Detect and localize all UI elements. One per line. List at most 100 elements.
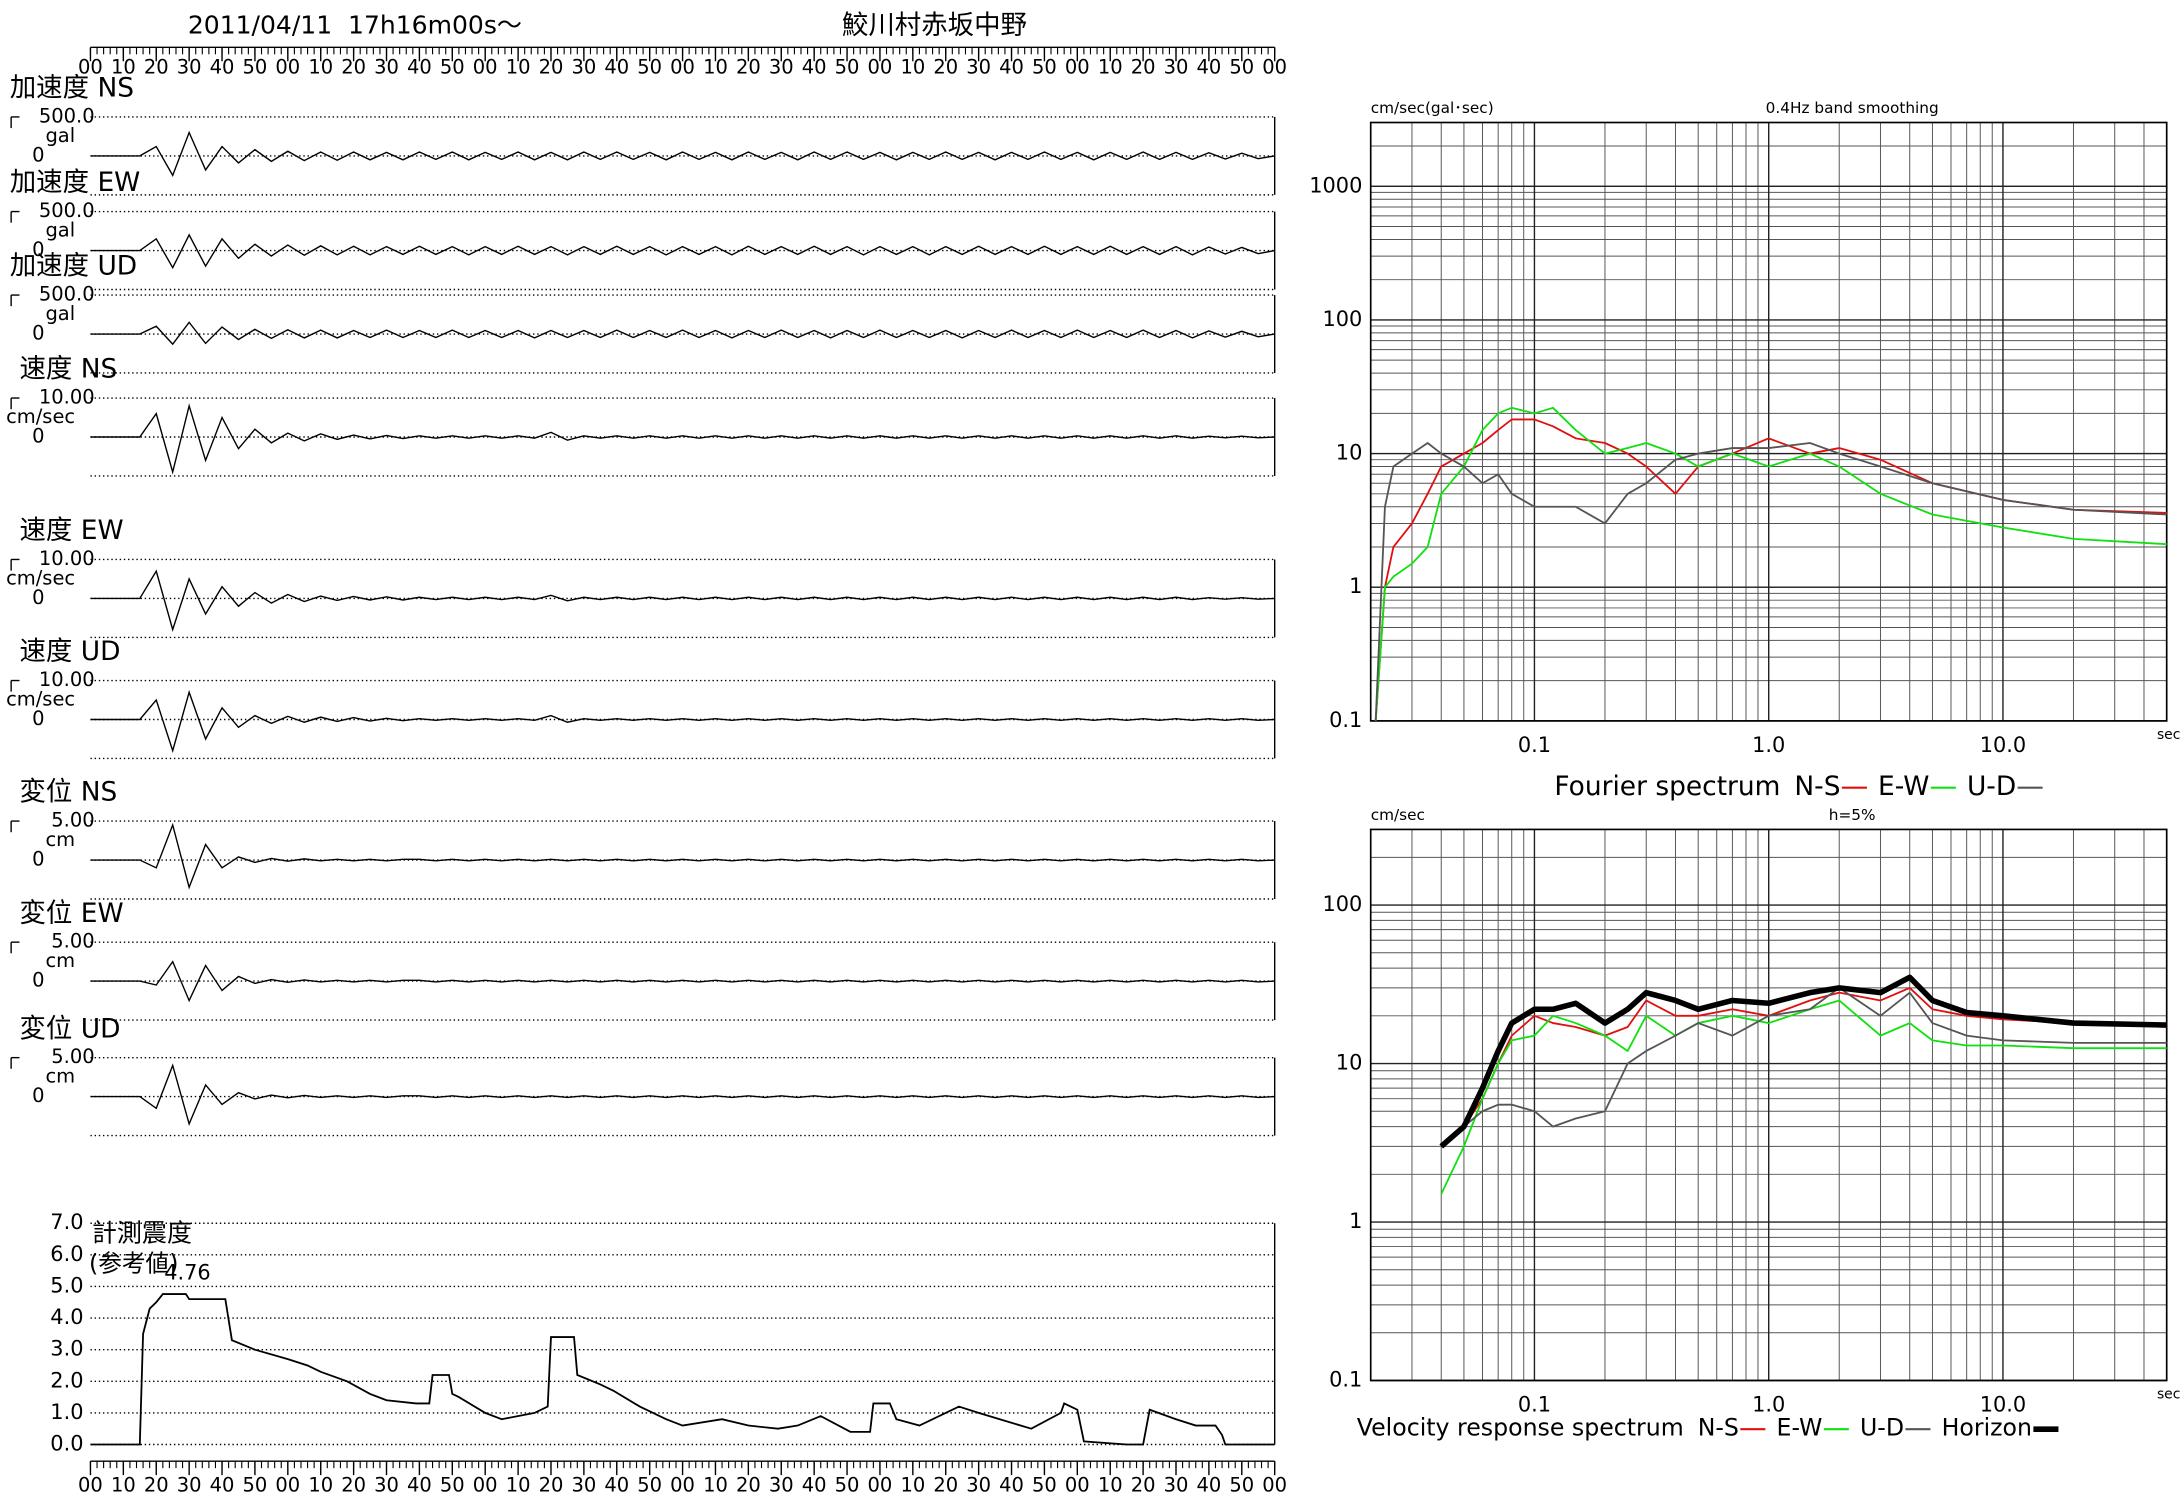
intensity-subtitle: (参考値)	[89, 1249, 178, 1277]
trace-tick-label: 0	[32, 425, 44, 448]
trace-unit: cm/sec	[6, 566, 75, 589]
time-tick-label: 00	[868, 56, 893, 79]
time-tick-label: 10	[111, 56, 136, 79]
trace-title: 速度 NS	[19, 354, 117, 385]
waveform-trace	[90, 130, 1275, 178]
waveform-trace	[90, 960, 1275, 1003]
time-tick-label: 40	[999, 1474, 1024, 1497]
time-tick-label: 00	[670, 56, 695, 79]
time-tick-label: 50	[243, 1474, 268, 1497]
time-tick-label: 20	[539, 1474, 564, 1497]
peak-label: 4.76	[164, 1260, 210, 1284]
waveform-trace	[90, 689, 1275, 754]
x-tick-label: 10.0	[1980, 733, 2026, 757]
time-tick-label: 20	[933, 56, 958, 79]
spectrum-line	[1439, 974, 2167, 1149]
trace-tick-label: 500.0	[39, 199, 95, 222]
waveform-trace	[90, 569, 1275, 632]
time-tick-label: 40	[407, 1474, 432, 1497]
waveform-trace	[90, 1063, 1275, 1126]
x-tick-label: 1.0	[1752, 1393, 1785, 1417]
y-axis-unit: cm/sec(gal･sec)	[1371, 99, 1494, 117]
time-tick-label: 40	[604, 1474, 629, 1497]
trace-unit: cm/sec	[6, 405, 75, 428]
waveform-trace	[90, 403, 1275, 475]
time-tick-label: 50	[243, 56, 268, 79]
time-tick-label: 30	[966, 1474, 991, 1497]
spectrum-line	[1440, 987, 2167, 1148]
time-tick-label: 40	[802, 56, 827, 79]
time-tick-label: 10	[1098, 56, 1123, 79]
y-tick-label: 10	[1336, 441, 1363, 465]
time-tick-label: 00	[1262, 56, 1287, 79]
intensity-line	[90, 1293, 1275, 1446]
time-tick-label: 40	[210, 1474, 235, 1497]
time-tick-label: 30	[966, 56, 991, 79]
time-tick-label: 10	[506, 1474, 531, 1497]
trace-tick-label: 0	[32, 1084, 44, 1107]
time-tick-label: 10	[900, 56, 925, 79]
time-tick-label: 20	[341, 56, 366, 79]
time-tick-label: 10	[308, 1474, 333, 1497]
time-tick-label: 40	[1197, 1474, 1222, 1497]
time-tick-label: 10	[111, 1474, 136, 1497]
time-tick-label: 50	[440, 1474, 465, 1497]
time-tick-label: 10	[506, 56, 531, 79]
x-tick-label: 1.0	[1752, 733, 1785, 757]
time-tick-label: 00	[275, 1474, 300, 1497]
trace-tick-label: 10.00	[39, 668, 95, 691]
time-tick-label: 00	[670, 1474, 695, 1497]
time-tick-label: 40	[604, 56, 629, 79]
time-tick-label: 20	[144, 1474, 169, 1497]
time-tick-label: 00	[78, 1474, 103, 1497]
trace-title: 加速度 EW	[10, 167, 141, 198]
y-tick-label: 2.0	[50, 1368, 83, 1392]
time-tick-label: 50	[1229, 56, 1254, 79]
time-tick-label: 20	[1131, 56, 1156, 79]
record-time: 2011/04/11 17h16m00s〜	[188, 10, 522, 39]
time-tick-label: 20	[144, 56, 169, 79]
trace-unit: cm	[45, 949, 75, 972]
y-tick-label: 10	[1336, 1051, 1363, 1075]
time-tick-label: 50	[637, 1474, 662, 1497]
y-tick-label: 5.0	[50, 1273, 83, 1297]
legend-label: U-D	[1860, 1414, 1904, 1442]
trace-tick-label: 10.00	[39, 386, 95, 409]
waveform-trace	[90, 822, 1275, 890]
trace-tick-label: 500.0	[39, 104, 95, 127]
time-tick-label: 10	[703, 1474, 728, 1497]
time-tick-label: 00	[78, 56, 103, 79]
chart-subtitle: 0.4Hz band smoothing	[1766, 99, 1939, 117]
time-tick-label: 50	[1032, 1474, 1057, 1497]
time-tick-label: 30	[1164, 1474, 1189, 1497]
time-tick-label: 50	[1032, 56, 1057, 79]
trace-unit: gal	[45, 124, 75, 147]
y-tick-label: 7.0	[50, 1210, 83, 1234]
time-tick-label: 30	[769, 56, 794, 79]
time-tick-label: 20	[341, 1474, 366, 1497]
time-tick-label: 00	[1262, 1474, 1287, 1497]
y-tick-label: 1.0	[50, 1400, 83, 1424]
trace-title: 変位 EW	[19, 898, 123, 929]
trace-tick-label: 500.0	[39, 283, 95, 306]
trace-unit: gal	[45, 219, 75, 242]
y-axis-unit: cm/sec	[1371, 806, 1425, 824]
time-tick-label: 50	[440, 56, 465, 79]
intensity-title: 計測震度	[92, 1218, 192, 1247]
trace-tick-label: 0	[32, 848, 44, 871]
trace-title: 速度 EW	[19, 515, 123, 546]
trace-tick-label: 0	[32, 969, 44, 992]
time-tick-label: 00	[473, 56, 498, 79]
trace-tick-label: 0	[32, 143, 44, 166]
x-tick-label: 0.1	[1518, 1393, 1551, 1417]
time-tick-label: 30	[571, 1474, 596, 1497]
time-tick-label: 20	[539, 56, 564, 79]
trace-title: 変位 UD	[19, 1013, 120, 1044]
time-tick-label: 00	[473, 1474, 498, 1497]
station-name: 鮫川村赤坂中野	[842, 10, 1027, 41]
time-tick-label: 50	[637, 56, 662, 79]
time-tick-label: 00	[1065, 56, 1090, 79]
x-tick-label: 10.0	[1980, 1393, 2026, 1417]
